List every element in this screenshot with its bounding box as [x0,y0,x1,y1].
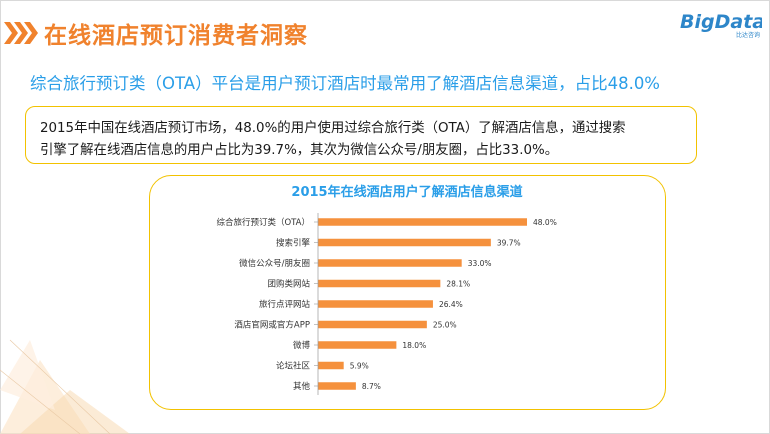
decorative-shapes [0,339,130,434]
chart-panel: 2015年在线酒店用户了解酒店信息渠道 综合旅行预订类（OTA） 48.0% 搜索引… [149,175,666,410]
value-label: 8.7% [362,382,381,391]
category-label: 论坛社区 [276,361,311,372]
logo-text: BigData [680,11,762,33]
value-label: 48.0% [533,218,557,227]
logo-subtext: 比达咨询 [736,32,761,39]
category-label: 其他 [293,381,311,392]
bar [318,382,356,390]
page-title: 在线酒店预订消费者洞察 [44,23,308,49]
bar-chart: 2015年在线酒店用户了解酒店信息渠道 综合旅行预订类（OTA） 48.0% 搜索引… [216,184,557,395]
bar [318,259,462,267]
category-label: 综合旅行预订类（OTA） [216,217,310,228]
value-label: 25.0% [433,321,457,330]
bar [318,238,491,247]
chart-title: 2015年在线酒店用户了解酒店信息渠道 [291,184,522,200]
summary-box: 2015年中国在线酒店预订市场，48.0%的用户使用过综合旅行类（OTA）了解酒… [25,106,697,164]
value-label: 28.1% [446,280,470,289]
bar [318,361,344,370]
category-label: 微博 [293,340,311,351]
value-label: 26.4% [439,300,463,309]
bar [318,279,441,288]
category-label: 旅行点评网站 [259,299,311,310]
subtitle: 综合旅行预订类（OTA）平台是用户预订酒店时最常用了解酒店信息渠道，占比48.0… [30,74,660,93]
value-label: 33.0% [468,259,492,268]
bar [318,218,527,226]
category-label: 酒店官网或官方APP [234,320,310,331]
summary-line-1: 2015年中国在线酒店预订市场，48.0%的用户使用过综合旅行类（OTA）了解酒… [40,121,626,136]
summary-line-2: 引擎了解在线酒店信息的用户占比为39.7%，其次为微信公众号/朋友圈，占比33.… [40,143,559,158]
value-label: 18.0% [402,341,426,350]
bar [318,320,427,329]
category-label: 搜索引擎 [276,238,311,249]
value-label: 5.9% [350,362,369,371]
bar [318,341,397,349]
bar [318,300,433,308]
chevron-right-icon [4,22,38,44]
bigdata-logo: BigData [680,11,762,33]
category-label: 团购类网站 [267,279,310,290]
category-label: 微信公众号/朋友圈 [239,258,310,269]
value-label: 39.7% [497,239,521,248]
